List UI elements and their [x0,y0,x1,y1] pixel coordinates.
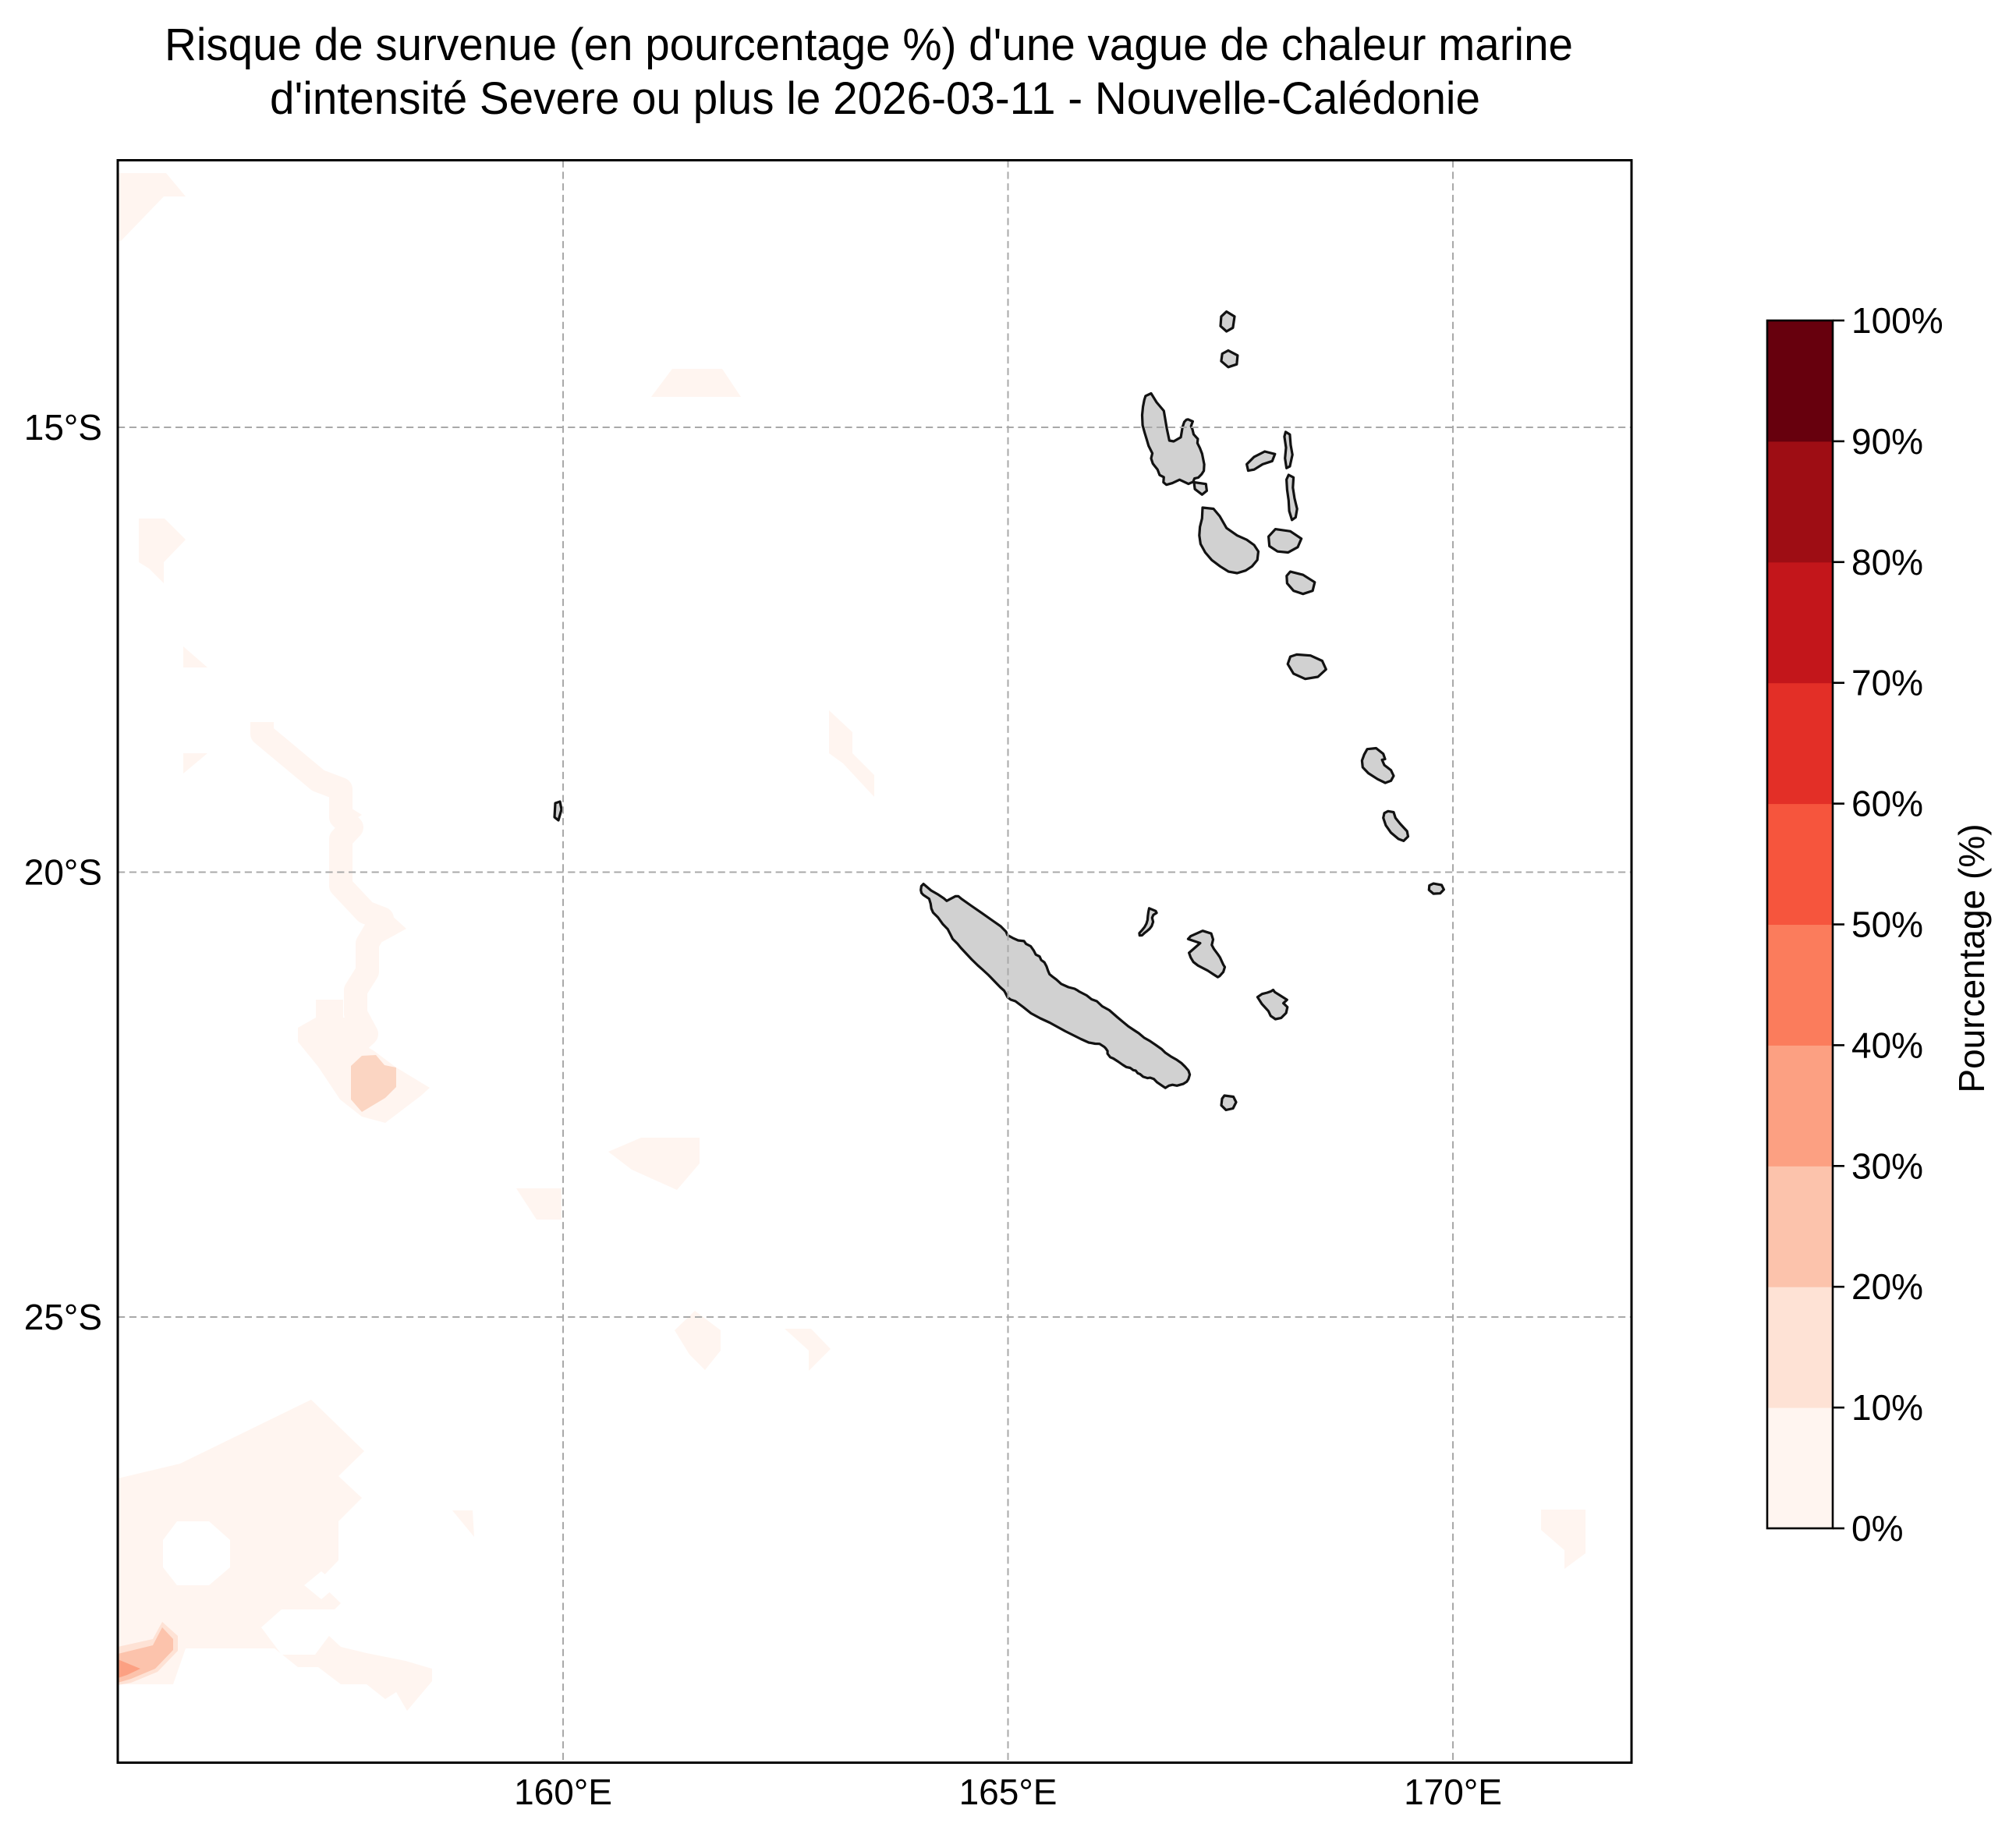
svg-text:Pourcentage (%): Pourcentage (%) [1951,823,1992,1092]
svg-text:30%: 30% [1851,1145,1923,1186]
svg-text:15°S: 15°S [24,407,102,448]
svg-text:160°E: 160°E [514,1772,612,1812]
svg-text:60%: 60% [1851,784,1923,824]
svg-text:170°E: 170°E [1404,1772,1502,1812]
svg-text:40%: 40% [1851,1025,1923,1065]
svg-text:90%: 90% [1851,421,1923,462]
svg-text:20°S: 20°S [24,852,102,893]
svg-text:100%: 100% [1851,300,1943,341]
svg-text:50%: 50% [1851,905,1923,945]
svg-text:Risque de survenue (en pourcen: Risque de survenue (en pourcentage %) d'… [165,19,1573,70]
svg-text:10%: 10% [1851,1387,1923,1428]
svg-text:70%: 70% [1851,663,1923,703]
svg-text:165°E: 165°E [959,1772,1058,1812]
svg-text:25°S: 25°S [24,1297,102,1337]
svg-text:80%: 80% [1851,542,1923,582]
svg-text:20%: 20% [1851,1266,1923,1307]
svg-text:0%: 0% [1851,1508,1903,1549]
svg-text:d'intensité Severe ou plus le: d'intensité Severe ou plus le 2026-03-11… [270,73,1480,124]
